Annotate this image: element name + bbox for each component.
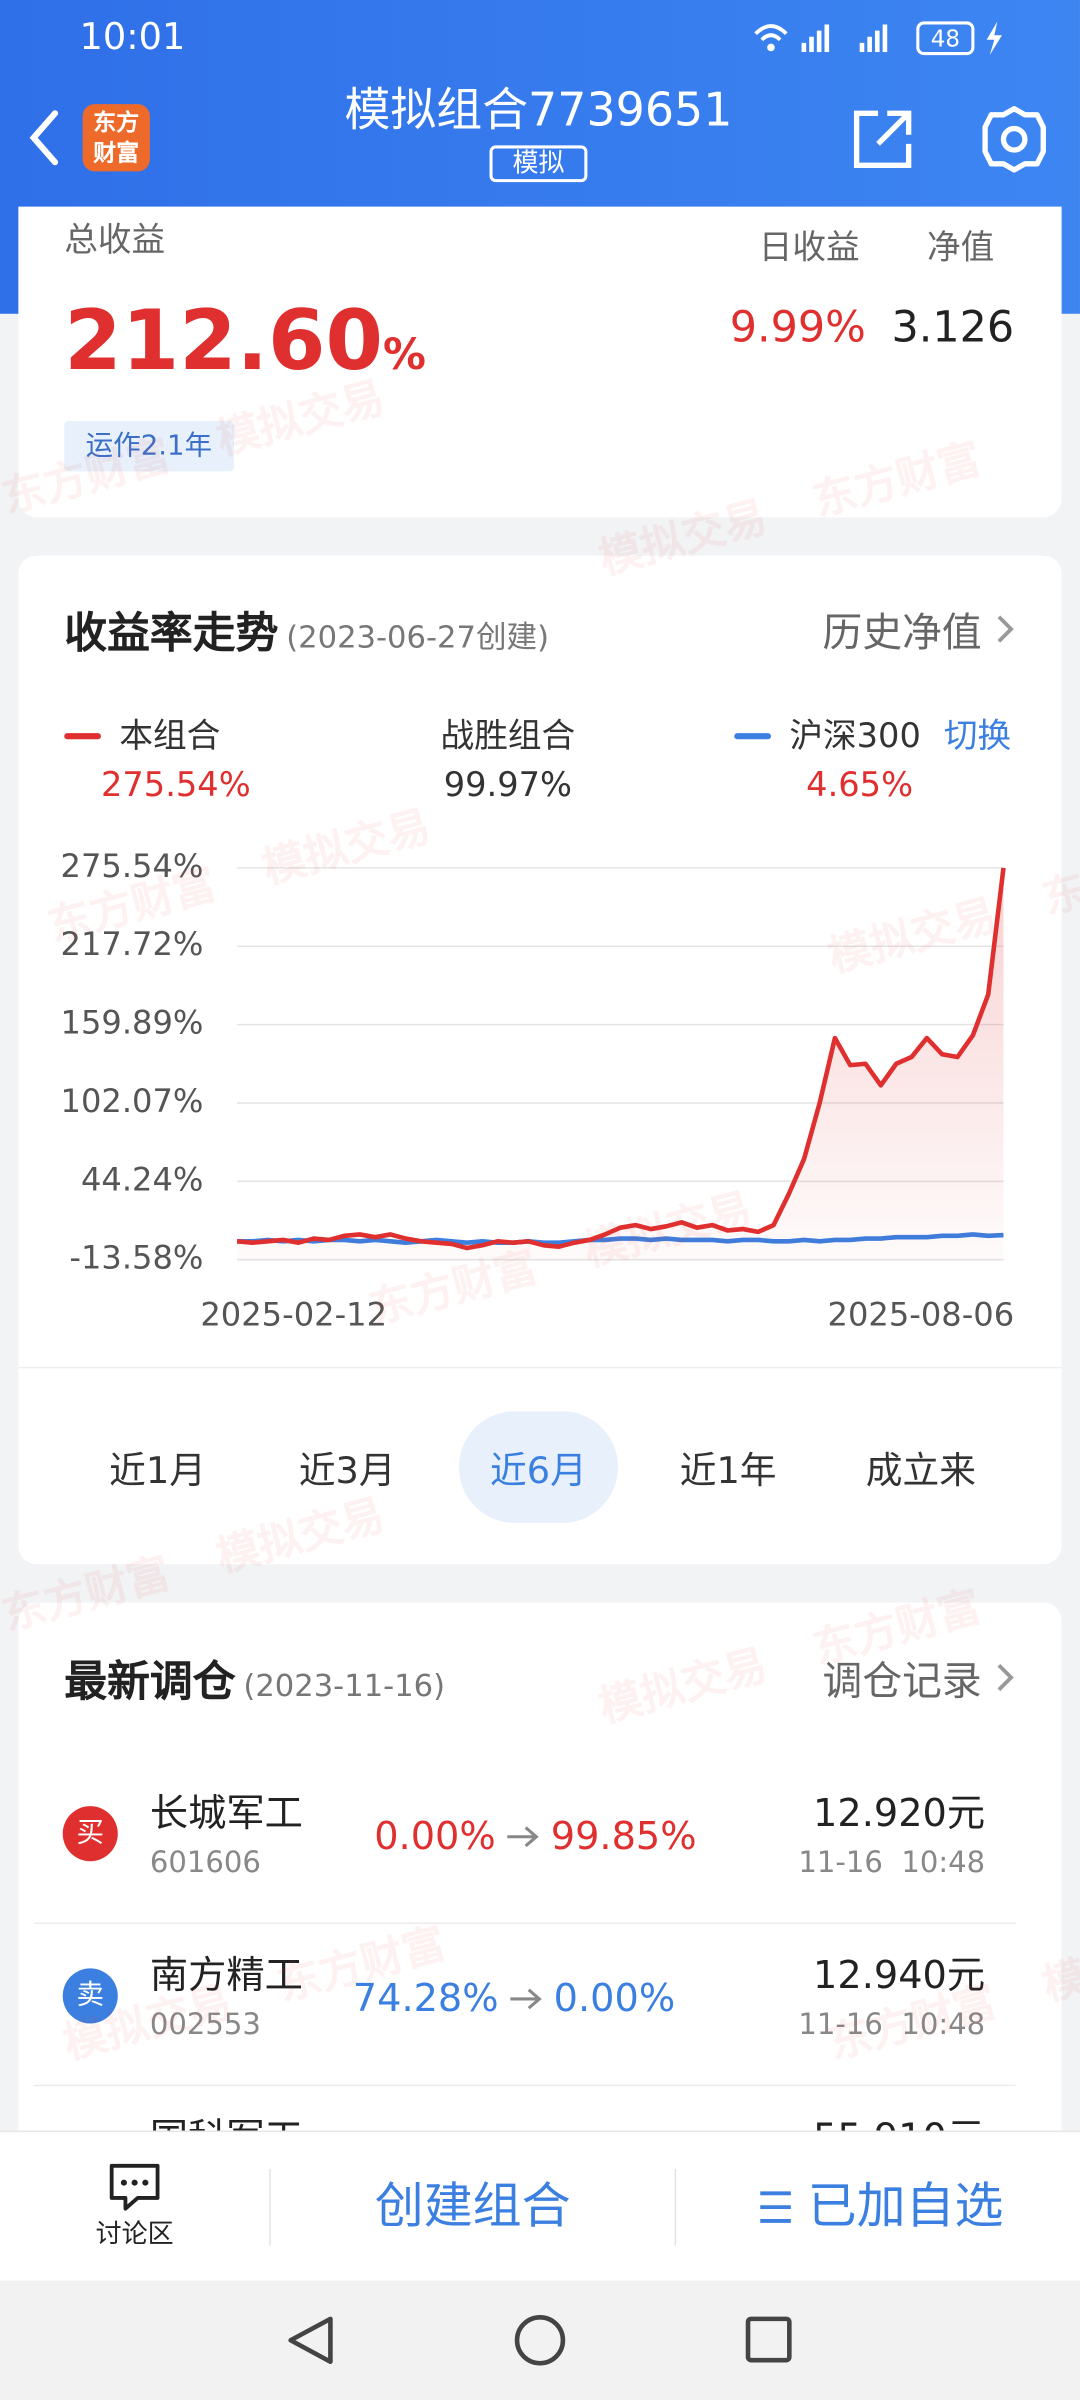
nav-back[interactable] (288, 2316, 333, 2365)
discuss-icon[interactable] (107, 2161, 162, 2213)
action-badge: 卖 (62, 1968, 118, 2024)
legend-label: 本组合 (119, 717, 221, 757)
stock-code: 002553 (149, 2008, 261, 2042)
total-unit: % (383, 329, 426, 380)
battery-level: 48 (931, 26, 960, 52)
chevron (997, 615, 1014, 643)
legend-value: 275.54% (100, 766, 251, 806)
page-title: 模拟组合7739651 (344, 84, 733, 138)
divider (18, 1366, 1062, 1369)
arrow (510, 1987, 543, 2009)
watchlist-button[interactable]: 已加自选 (807, 2176, 1004, 2235)
total-value: 212.60 (64, 292, 384, 389)
total-label: 总收益 (64, 221, 166, 261)
trend-title: 收益率走势 (64, 607, 279, 659)
records-link[interactable]: 调仓记录 (823, 1661, 1016, 1702)
area (237, 867, 1004, 1260)
discuss-label[interactable]: 讨论区 (95, 2219, 174, 2250)
daily-label: 日收益 (758, 229, 860, 268)
beat-value: 99.97% (443, 766, 573, 806)
created-date: (2023-06-27创建) (286, 618, 550, 656)
section-title: 收益率走势 (2023-06-27创建) (64, 611, 550, 656)
y-tick-label: 44.24% (81, 1160, 203, 1198)
x-tick-label: 2025-02-12 (200, 1295, 387, 1333)
stock-name: 南方精工 (149, 1953, 303, 1998)
y-tick-label: 275.54% (61, 847, 204, 885)
logo-text: 东方 (93, 108, 140, 137)
settings-button[interactable] (979, 104, 1049, 174)
y-tick-label: 159.89% (61, 1004, 204, 1042)
chart: 275.54% 217.72% 159.89% 102.07% 44.24% -13.58… (61, 847, 1015, 1333)
range-tab[interactable]: 成立来 (865, 1449, 976, 1493)
trade-time: 11-16 10:48 (798, 1845, 986, 1880)
daily-value: 9.99% (729, 301, 866, 353)
nav-buttons (288, 2315, 792, 2366)
nav-home[interactable] (514, 2315, 566, 2366)
legend-swatch (64, 733, 101, 740)
range-tab[interactable]: 近3月 (298, 1449, 396, 1493)
y-tick-label: 102.07% (61, 1082, 204, 1120)
position-change: 0.00% 99.85% (374, 1817, 696, 1855)
beat-label: 战胜组合 (440, 717, 576, 757)
row-divider (33, 2084, 1016, 2087)
create-button[interactable]: 创建组合 (374, 2176, 571, 2235)
line (236, 867, 1006, 1251)
rebalance-title: 最新调仓 (64, 1656, 236, 1707)
trade-price: 12.920元 (813, 1790, 986, 1836)
row-divider (33, 1922, 1016, 1924)
stock-name: 长城军工 (149, 1790, 303, 1836)
total-return: 212.60% (64, 299, 426, 383)
position-to: 99.85% (550, 1813, 697, 1859)
section-title: 最新调仓 (2023-11-16) (64, 1660, 446, 1704)
separator (269, 2168, 271, 2246)
logo-text: 财富 (93, 139, 140, 167)
x-tick-label: 2025-08-06 (828, 1295, 1015, 1333)
range-tab[interactable]: 近1年 (679, 1449, 777, 1493)
link-text[interactable]: 历史净值 (822, 610, 982, 657)
range-tab[interactable]: 近6月 (458, 1411, 618, 1523)
separator (674, 2168, 677, 2246)
position-from: 74.28% (352, 1976, 499, 2021)
legend-swatch (734, 733, 771, 740)
share-button[interactable] (851, 107, 915, 171)
stock-code: 601606 (149, 1845, 261, 1880)
badge: 模拟 (489, 145, 588, 183)
nav-value: 3.126 (891, 301, 1015, 353)
chevron (997, 1663, 1014, 1692)
trade-time: 11-16 10:48 (798, 2008, 986, 2042)
link-text[interactable]: 调仓记录 (822, 1659, 982, 1706)
trend-card (18, 555, 1062, 1565)
nav-recent[interactable] (745, 2316, 792, 2363)
range-tab[interactable]: 近1月 (109, 1449, 206, 1493)
switch-button[interactable]: 切换 (943, 717, 1012, 757)
legend-label: 沪深300 (789, 717, 921, 757)
back-button[interactable] (21, 107, 67, 168)
arrow (507, 1825, 540, 1847)
position-to: 0.00% (553, 1976, 676, 2021)
list-icon (760, 2191, 791, 2223)
app-logo: 东方 财富 (82, 104, 150, 172)
age-tag: 运作2.1年 (64, 420, 234, 472)
position-from: 0.00% (374, 1813, 496, 1859)
history-link[interactable]: 历史净值 (823, 612, 1016, 654)
rebalance-date: (2023-11-16) (243, 1666, 446, 1704)
action-badge: 买 (62, 1806, 118, 1862)
y-tick-label: 217.72% (61, 925, 204, 963)
trade-price: 12.940元 (813, 1953, 986, 1998)
bottom-bar (0, 2130, 1080, 2283)
status-icons: 48 (754, 21, 1002, 56)
y-tick-label: -13.58% (69, 1239, 203, 1277)
nav-label: 净值 (926, 229, 995, 268)
nav-bar (0, 2280, 1080, 2400)
status-time: 10:01 (79, 15, 186, 59)
rebalance-card (18, 1602, 1062, 2215)
position-change: 74.28% 0.00% (353, 1979, 675, 2017)
legend-value: 4.65% (806, 766, 914, 806)
